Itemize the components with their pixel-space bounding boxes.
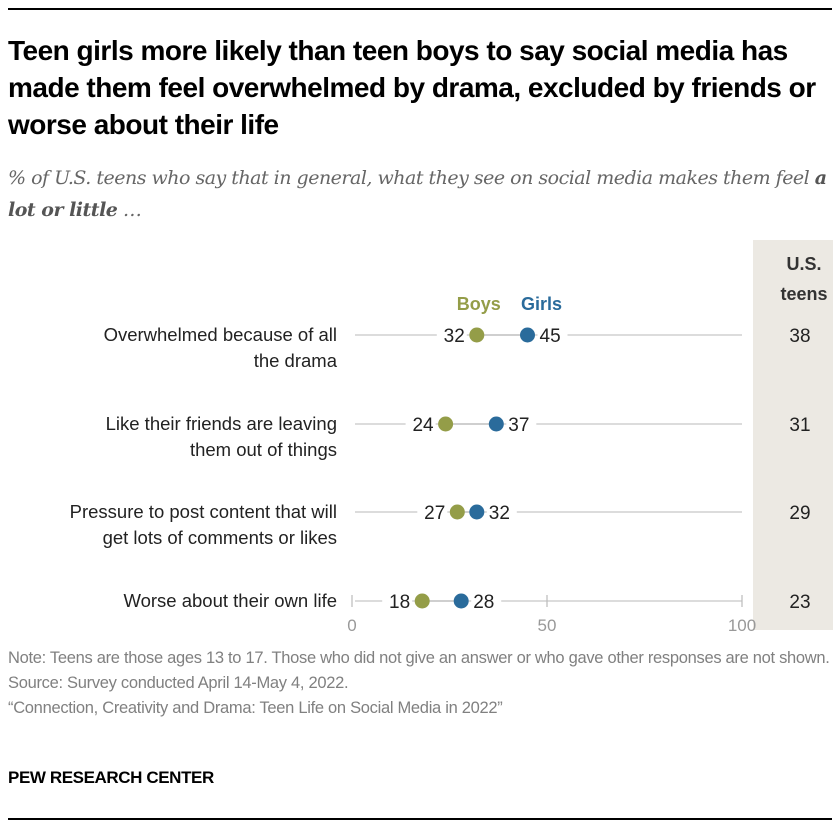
boys-dot (438, 416, 454, 432)
us-teens-header-line2: teens (780, 284, 827, 304)
subtitle-prefix: % of U.S. teens who say that in general,… (8, 167, 815, 189)
boys-value-label: 27 (424, 503, 445, 524)
bottom-rule (8, 818, 832, 820)
girls-dot (488, 416, 504, 432)
category-label: Like their friends are leaving (106, 413, 337, 434)
category-label: Pressure to post content that will (70, 501, 337, 522)
label-bg (537, 323, 568, 347)
girls-value-label: 32 (489, 503, 510, 524)
us-teens-value: 31 (789, 415, 810, 436)
legend-boys: Boys (457, 294, 501, 314)
category-label: get lots of comments or likes (103, 527, 337, 548)
girls-value-label: 37 (508, 415, 529, 436)
category-label: the drama (254, 350, 338, 371)
report-text: “Connection, Creativity and Drama: Teen … (8, 699, 503, 717)
footer-notes: Note: Teens are those ages 13 to 17. Tho… (8, 646, 838, 721)
x-tick-label: 0 (347, 616, 356, 635)
girls-value-label: 28 (473, 592, 494, 613)
us-teens-value: 38 (789, 326, 810, 347)
subtitle-bold: a lot or little (8, 167, 827, 221)
category-label: Overwhelmed because of all (104, 324, 337, 345)
category-label: them out of things (190, 439, 337, 460)
chart-title: Teen girls more likely than teen boys to… (8, 35, 816, 140)
legend-girls: Girls (521, 294, 562, 314)
label-bg (471, 589, 502, 613)
source-text: Source: Survey conducted April 14-May 4,… (8, 674, 349, 692)
label-bg (382, 589, 413, 613)
us-teens-header-line1: U.S. (786, 254, 821, 274)
girls-value-label: 45 (540, 326, 561, 347)
pew-logo-text: PEW RESEARCH CENTER (8, 768, 214, 787)
us-teens-value: 29 (789, 503, 810, 524)
boys-value-label: 18 (389, 592, 410, 613)
x-tick-label: 50 (538, 616, 557, 635)
label-bg (436, 323, 467, 347)
us-teens-value: 23 (789, 592, 810, 613)
label-bg (405, 412, 436, 436)
boys-value-label: 32 (444, 326, 465, 347)
label-bg (417, 500, 448, 524)
dot-plot: Boys Girls U.S. teens Overwhelmed because of… (70, 254, 828, 635)
label-bg (486, 500, 517, 524)
x-tick-label: 100 (728, 616, 756, 635)
top-rule (8, 8, 832, 10)
boys-dot (414, 593, 430, 609)
girls-dot (453, 593, 469, 609)
label-bg (506, 412, 537, 436)
boys-dot (469, 327, 485, 343)
chart-subtitle: % of U.S. teens who say that in general,… (8, 162, 838, 226)
boys-dot (449, 504, 465, 520)
category-label: Worse about their own life (123, 590, 337, 611)
girls-dot (469, 504, 485, 520)
subtitle-suffix: … (117, 199, 142, 221)
us-teens-column (753, 240, 833, 630)
girls-dot (520, 327, 535, 343)
note-text: Note: Teens are those ages 13 to 17. Tho… (8, 649, 830, 667)
boys-value-label: 24 (412, 415, 434, 436)
